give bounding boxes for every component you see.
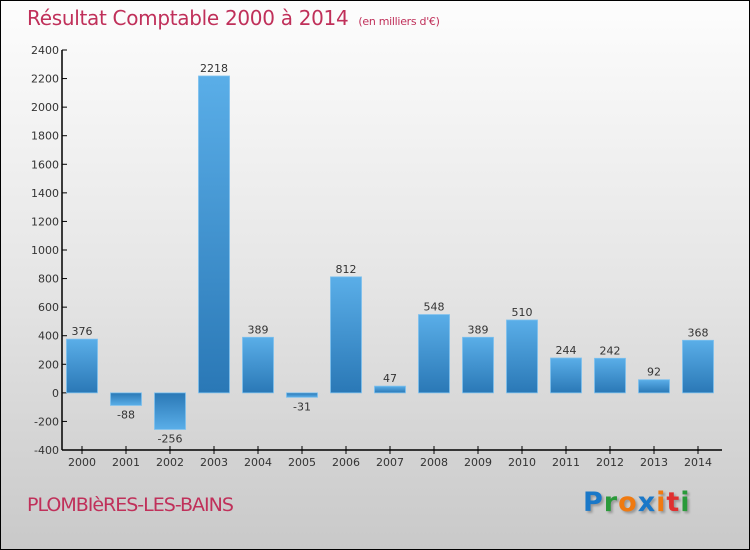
data-label: 548 xyxy=(424,301,445,314)
y-tick-label: 0 xyxy=(52,387,59,400)
y-tick-label: 600 xyxy=(38,301,59,314)
data-label: 510 xyxy=(512,306,533,319)
x-tick-label: 2011 xyxy=(552,456,580,469)
bar xyxy=(242,336,274,394)
x-tick-label: 2003 xyxy=(200,456,228,469)
y-tick-label: 1800 xyxy=(31,130,59,143)
x-tick-label: 2014 xyxy=(684,456,712,469)
data-label: 389 xyxy=(248,323,269,336)
y-tick-label: 1400 xyxy=(31,187,59,200)
y-tick-label: 1600 xyxy=(31,158,59,171)
y-tick-label: 2400 xyxy=(31,44,59,57)
logo-letter: i xyxy=(680,487,691,518)
y-tick-label: 200 xyxy=(38,358,59,371)
data-label: -31 xyxy=(293,400,311,413)
data-label: 389 xyxy=(468,323,489,336)
bar xyxy=(330,276,362,394)
x-tick-label: 2000 xyxy=(68,456,96,469)
logo-letter: r xyxy=(603,487,619,518)
bar xyxy=(66,338,98,394)
bar xyxy=(198,75,230,394)
bar xyxy=(374,385,406,394)
x-tick-label: 2006 xyxy=(332,456,360,469)
x-tick-label: 2008 xyxy=(420,456,448,469)
data-label: -88 xyxy=(117,408,135,421)
bar xyxy=(110,392,142,406)
logo-letter: x xyxy=(637,487,657,518)
data-label: -256 xyxy=(158,432,183,445)
x-tick-label: 2004 xyxy=(244,456,272,469)
x-tick-label: 2007 xyxy=(376,456,404,469)
bar xyxy=(682,339,714,394)
y-tick-label: -400 xyxy=(34,444,59,457)
proxiti-logo: Proxiti xyxy=(583,487,691,518)
x-tick-label: 2013 xyxy=(640,456,668,469)
data-label: 92 xyxy=(647,366,661,379)
bar xyxy=(154,392,186,430)
chart-subtitle: (en milliers d'€) xyxy=(358,15,440,28)
data-label: 2218 xyxy=(200,62,228,75)
bar xyxy=(506,319,538,394)
logo-letter: o xyxy=(618,487,638,518)
bar xyxy=(462,336,494,394)
data-label: 376 xyxy=(72,325,93,338)
bar xyxy=(638,379,670,394)
y-tick-label: 2000 xyxy=(31,101,59,114)
location-name: PLOMBIèRES-LES-BAINS xyxy=(27,494,234,516)
bar xyxy=(418,314,450,394)
y-tick-label: -200 xyxy=(34,415,59,428)
data-label: 47 xyxy=(383,372,397,385)
y-tick-label: 1000 xyxy=(31,244,59,257)
logo-letter: P xyxy=(583,487,604,518)
x-tick-label: 2001 xyxy=(112,456,140,469)
data-label: 242 xyxy=(600,344,621,357)
x-tick-label: 2002 xyxy=(156,456,184,469)
logo-letter: t xyxy=(666,487,681,518)
bar xyxy=(286,392,318,398)
data-label: 812 xyxy=(336,263,357,276)
bar xyxy=(550,357,582,394)
y-tick-label: 2200 xyxy=(31,73,59,86)
x-tick-label: 2009 xyxy=(464,456,492,469)
x-tick-label: 2010 xyxy=(508,456,536,469)
chart-title: Résultat Comptable 2000 à 2014 (en millie… xyxy=(27,6,440,30)
y-tick-label: 1200 xyxy=(31,215,59,228)
data-label: 368 xyxy=(688,326,709,339)
data-label: 244 xyxy=(556,344,577,357)
y-tick-label: 400 xyxy=(38,330,59,343)
x-tick-label: 2012 xyxy=(596,456,624,469)
y-tick-label: 800 xyxy=(38,273,59,286)
title-text: Résultat Comptable 2000 à 2014 xyxy=(27,6,349,30)
logo-letter: i xyxy=(656,487,667,518)
x-tick-label: 2005 xyxy=(288,456,316,469)
bar xyxy=(594,357,626,394)
